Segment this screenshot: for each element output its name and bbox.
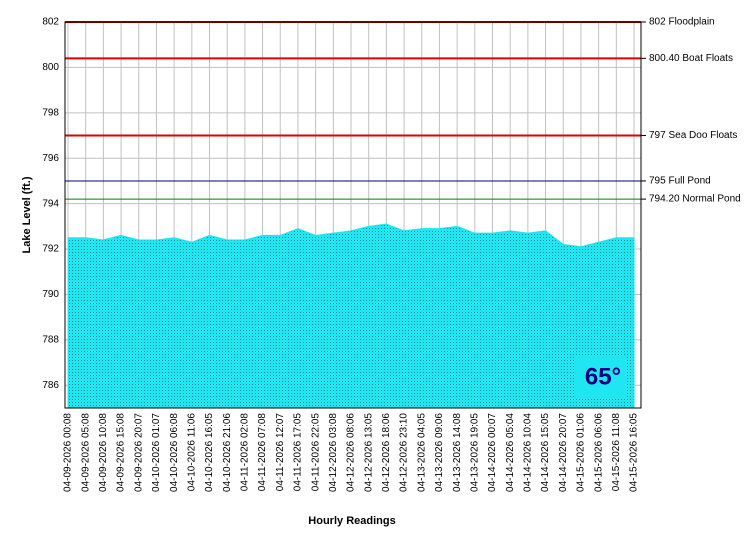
x-tick-label: 04-10-2026 11:06 [186, 413, 197, 492]
x-tick-label: 04-09-2026 00:08 [63, 413, 74, 492]
y-tick-label: 788 [42, 335, 59, 346]
x-tick-label: 04-11-2026 17:05 [293, 413, 304, 492]
x-tick-label: 04-14-2026 15:05 [540, 413, 551, 492]
x-tick-label: 04-14-2026 10:04 [523, 413, 534, 492]
y-tick-label: 792 [42, 244, 59, 255]
x-tick-label: 04-09-2026 05:08 [80, 413, 91, 492]
x-tick-label: 04-13-2026 14:08 [452, 413, 463, 492]
plot [65, 21, 641, 409]
reference-label: 800.40 Boat Floats [649, 53, 733, 64]
temperature: 65° [585, 363, 621, 390]
x-tick-label: 04-10-2026 16:05 [204, 413, 215, 492]
x-tick-label: 04-14-2026 20:07 [558, 413, 569, 492]
reference-label: 795 Full Pond [649, 176, 711, 187]
x-tick-label: 04-15-2026 16:05 [629, 413, 640, 492]
x-tick-label: 04-12-2026 23:10 [399, 413, 410, 492]
x-tick-label: 04-15-2026 06:06 [593, 413, 604, 492]
x-tick-label: 04-14-2026 00:07 [487, 413, 498, 492]
x-tick-label: 04-13-2026 09:06 [434, 413, 445, 492]
x-tick-label: 04-12-2026 03:08 [328, 413, 339, 492]
y-axis-title: Lake Level (ft.) [21, 176, 33, 253]
x-axis-title: Hourly Readings [308, 515, 395, 527]
y-tick-label: 794 [42, 198, 59, 209]
reference-label: 802 Floodplain [649, 17, 715, 28]
x-tick-label: 04-13-2026 04:05 [416, 413, 427, 492]
x-tick-label: 04-09-2026 10:08 [98, 413, 109, 492]
level-area [67, 223, 635, 409]
x-tick-label: 04-10-2026 21:06 [222, 413, 233, 492]
x-tick-label: 04-09-2026 20:07 [133, 413, 144, 492]
y-tick-label: 790 [42, 289, 59, 300]
reference-label: 794.20 Normal Pond [649, 194, 741, 205]
x-tick-label: 04-11-2026 07:08 [257, 413, 268, 492]
plot-frame [64, 21, 642, 409]
x-tick-label: 04-12-2026 08:06 [346, 413, 357, 492]
x-tick-label: 04-12-2026 13:05 [363, 413, 374, 492]
y-tick-label: 796 [42, 153, 59, 164]
y-tick-label: 800 [42, 62, 59, 73]
x-tick-label: 04-11-2026 02:08 [240, 413, 251, 492]
y-tick-label: 802 [42, 17, 59, 28]
x-tick-label: 04-10-2026 01:07 [151, 413, 162, 492]
x-tick-label: 04-14-2026 05:04 [505, 413, 516, 492]
x-tick-label: 04-11-2026 22:05 [310, 413, 321, 492]
x-tick-label: 04-09-2026 15:08 [116, 413, 127, 492]
x-tick-label: 04-15-2026 01:06 [576, 413, 587, 492]
x-tick-label: 04-11-2026 12:07 [275, 413, 286, 492]
reference-label: 797 Sea Doo Floats [649, 130, 737, 141]
x-tick-label: 04-12-2026 18:06 [381, 413, 392, 492]
x-tick-label: 04-15-2026 11:08 [611, 413, 622, 492]
temperature-box [576, 355, 626, 399]
y-tick-label: 786 [42, 380, 59, 391]
x-tick-label: 04-10-2026 06:08 [169, 413, 180, 492]
y-tick-label: 798 [42, 107, 59, 118]
x-tick-label: 04-13-2026 19:05 [469, 413, 480, 492]
